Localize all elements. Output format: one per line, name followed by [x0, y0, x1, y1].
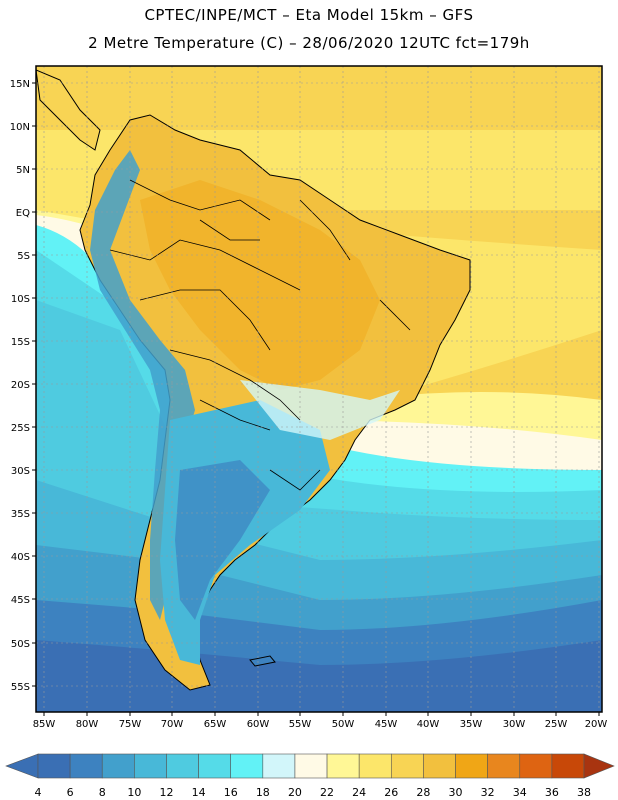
colorbar-tick-label: 22 [320, 786, 334, 799]
colorbar-tick-label: 30 [449, 786, 463, 799]
colorbar-tick-label: 10 [127, 786, 141, 799]
colorbar-tick-label: 6 [67, 786, 74, 799]
colorbar-tick-label: 8 [99, 786, 106, 799]
lat-ticks [32, 82, 36, 687]
lon-label: 25W [545, 719, 568, 730]
lat-label: 15S [11, 337, 30, 348]
colorbar-swatch [101, 753, 135, 779]
colorbar-arrow-high [583, 753, 615, 779]
colorbar-tick-label: 16 [224, 786, 238, 799]
colorbar-tick-label: 18 [256, 786, 270, 799]
southeast-cool [240, 380, 400, 440]
warm-core [140, 180, 380, 390]
lon-label: 30W [503, 719, 526, 730]
colorbar-tick-label: 34 [513, 786, 527, 799]
map-title: CPTEC/INPE/MCT – Eta Model 15km – GFS [144, 6, 474, 24]
lon-label: 70W [161, 719, 184, 730]
colorbar-arrow-low [5, 753, 39, 779]
colorbar-swatch [198, 753, 232, 779]
lat-label: 45S [11, 595, 30, 606]
colorbar-swatch [37, 753, 71, 779]
lon-label: 85W [33, 719, 56, 730]
lat-label: 30S [11, 466, 30, 477]
lat-label: 50S [11, 639, 30, 650]
colorbar-tick-label: 24 [352, 786, 366, 799]
colorbar-swatch [230, 753, 264, 779]
colorbar-tick-label: 12 [159, 786, 173, 799]
lat-label: 40S [11, 552, 30, 563]
colorbar-swatch [166, 753, 199, 779]
lat-label: 15N [10, 79, 30, 90]
patagonia-cold [175, 460, 270, 620]
lat-label: 5N [16, 165, 30, 176]
lat-label: 35S [11, 509, 30, 520]
colorbar-swatch [423, 753, 456, 779]
colorbar-swatch [134, 753, 167, 779]
lat-label: 5S [17, 251, 30, 262]
colorbar-tick-label: 28 [416, 786, 430, 799]
colorbar-tick-label: 20 [288, 786, 302, 799]
colorbar-swatch [262, 753, 296, 779]
lat-label: 10S [11, 294, 30, 305]
lon-label: 80W [76, 719, 99, 730]
lat-label: 25S [11, 423, 30, 434]
lon-ticks [43, 712, 600, 716]
map-subtitle: 2 Metre Temperature (C) – 28/06/2020 12U… [88, 34, 530, 52]
colorbar-swatch [455, 753, 488, 779]
lon-label: 65W [204, 719, 227, 730]
colorbar-swatch [326, 753, 360, 779]
colorbar-swatch [487, 753, 521, 779]
lon-label: 50W [332, 719, 355, 730]
grid-lines [36, 66, 602, 712]
colorbar-swatch [551, 753, 585, 779]
lat-label: 10N [10, 122, 30, 133]
colorbar-tick-label: 4 [35, 786, 42, 799]
lon-label: 60W [247, 719, 270, 730]
colorbar: 4 6 8 10 12 14 16 18 20 22 24 26 28 30 32 34 36 38 [5, 753, 615, 799]
colorbar-tick-label: 38 [577, 786, 591, 799]
lat-label: 55S [11, 682, 30, 693]
colorbar-swatch [69, 753, 103, 779]
colorbar-swatch [390, 753, 424, 779]
colorbar-swatch [294, 753, 328, 779]
colorbar-swatch [519, 753, 553, 779]
colorbar-tick-label: 32 [481, 786, 495, 799]
lat-label: EQ [16, 208, 30, 219]
falklands [249, 655, 276, 667]
central-america [36, 69, 101, 151]
lon-label: 55W [289, 719, 312, 730]
colorbar-tick-label: 14 [192, 786, 206, 799]
lon-label: 35W [460, 719, 483, 730]
colorbar-tick-label: 26 [384, 786, 398, 799]
colorbar-tick-label: 36 [545, 786, 559, 799]
lon-label: 75W [119, 719, 142, 730]
map-frame [35, 65, 603, 713]
lon-label: 45W [375, 719, 398, 730]
lon-label: 20W [585, 719, 608, 730]
lat-label: 20S [11, 380, 30, 391]
colorbar-swatch [358, 753, 392, 779]
lon-label: 40W [417, 719, 440, 730]
country-borders [109, 179, 411, 491]
